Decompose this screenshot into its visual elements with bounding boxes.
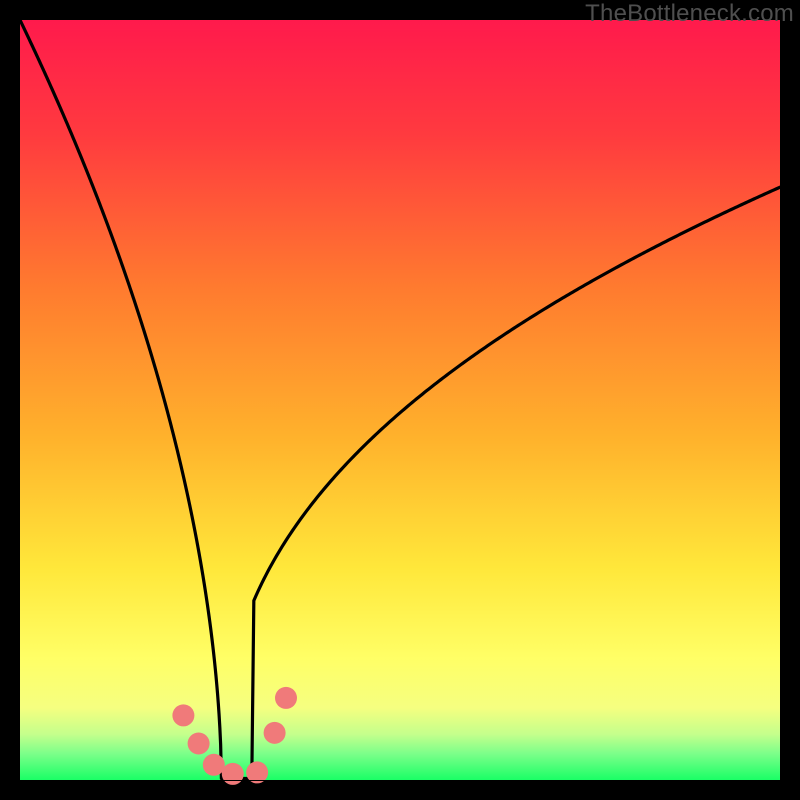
marker-point (203, 754, 225, 776)
plot-background (20, 20, 780, 780)
marker-point (275, 687, 297, 709)
marker-point (188, 733, 210, 755)
chart-canvas: TheBottleneck.com (0, 0, 800, 800)
marker-point (264, 722, 286, 744)
marker-point (172, 704, 194, 726)
chart-svg (0, 0, 800, 800)
marker-point (222, 763, 244, 785)
